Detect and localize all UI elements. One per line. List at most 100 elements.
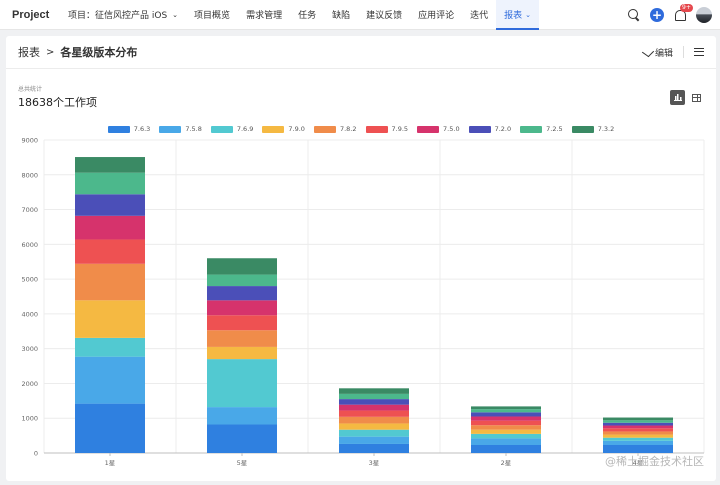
bar-segment[interactable] — [339, 436, 409, 444]
legend-item[interactable]: 7.2.0 — [468, 125, 511, 133]
bar-segment[interactable] — [471, 420, 541, 426]
x-tick-label: 3星 — [369, 459, 380, 467]
bar-segment[interactable] — [339, 416, 409, 424]
bar-segment[interactable] — [207, 424, 277, 453]
bar-segment[interactable] — [603, 437, 673, 441]
bar-segment[interactable] — [75, 157, 145, 173]
nav-item-0[interactable]: 项目概览 — [186, 0, 238, 30]
avatar[interactable] — [696, 7, 712, 23]
bar-segment[interactable] — [471, 409, 541, 413]
nav-item-label: 需求管理 — [246, 11, 283, 21]
legend-swatch — [210, 125, 233, 133]
edit-button[interactable]: 编辑 — [641, 46, 673, 59]
bar-segment[interactable] — [603, 425, 673, 429]
legend-label: 7.9.5 — [391, 125, 409, 133]
legend-item[interactable]: 7.6.3 — [107, 125, 150, 133]
bar-segment[interactable] — [603, 422, 673, 426]
bar-segment[interactable] — [207, 274, 277, 287]
legend-label: 7.6.9 — [236, 125, 254, 133]
bar-segment[interactable] — [207, 330, 277, 347]
bar-segment[interactable] — [339, 443, 409, 453]
bar-segment[interactable] — [471, 416, 541, 421]
bar-segment[interactable] — [339, 399, 409, 405]
search-icon[interactable] — [628, 9, 640, 21]
legend-item[interactable]: 7.6.9 — [210, 125, 254, 133]
bar-segment[interactable] — [339, 410, 409, 417]
list-icon[interactable] — [694, 48, 704, 56]
nav-item-label: 建议反馈 — [366, 11, 403, 21]
bar-segment[interactable] — [75, 215, 145, 240]
bar-segment[interactable] — [471, 433, 541, 439]
project-selector[interactable]: 项目：征信风控产品 iOS ⌄ — [60, 0, 186, 30]
legend-item[interactable]: 7.5.8 — [159, 125, 202, 133]
bar-segment[interactable] — [339, 388, 409, 394]
legend-label: 7.2.5 — [546, 125, 563, 133]
bar-segment[interactable] — [75, 263, 145, 301]
legend-item[interactable]: 7.9.0 — [262, 125, 305, 133]
bar-segment[interactable] — [471, 425, 541, 430]
y-tick-label: 7000 — [21, 206, 38, 214]
legend-swatch — [365, 125, 388, 133]
bar-segment[interactable] — [339, 423, 409, 430]
chart-view-button[interactable] — [670, 90, 685, 105]
nav-item-5[interactable]: 应用评论 — [410, 0, 462, 30]
bar-segment[interactable] — [339, 429, 409, 437]
bar-segment[interactable] — [75, 337, 145, 357]
bar-segment[interactable] — [339, 404, 409, 411]
bar-segment[interactable] — [207, 359, 277, 408]
bar-segment[interactable] — [207, 258, 277, 275]
stats-label: 总共统计 — [18, 86, 43, 93]
legend-item[interactable]: 7.3.2 — [571, 125, 615, 133]
y-tick-label: 1000 — [21, 415, 38, 423]
bar-segment[interactable] — [75, 172, 145, 195]
bar-segment[interactable] — [471, 429, 541, 434]
bar-segment[interactable] — [471, 438, 541, 446]
legend-item[interactable]: 7.2.5 — [520, 125, 563, 133]
brand-logo[interactable]: Project — [12, 8, 50, 21]
nav-item-label: 应用评论 — [418, 11, 455, 21]
legend-label: 7.3.2 — [597, 125, 615, 133]
legend-item[interactable]: 7.8.2 — [313, 125, 357, 133]
nav-item-label: 迭代 — [470, 11, 489, 21]
bar-segment[interactable] — [339, 393, 409, 400]
nav-item-1[interactable]: 需求管理 — [238, 0, 290, 30]
legend-swatch — [417, 125, 440, 133]
chevron-down-icon: ⌄ — [172, 10, 179, 19]
bar-segment[interactable] — [75, 356, 145, 404]
bar-segment[interactable] — [603, 440, 673, 446]
bar-segment[interactable] — [603, 417, 673, 421]
bar-segment[interactable] — [207, 407, 277, 425]
bar-segment[interactable] — [603, 434, 673, 438]
bar-segment[interactable] — [75, 403, 145, 453]
table-view-button[interactable] — [689, 90, 704, 105]
bar-segment[interactable] — [603, 445, 673, 453]
x-tick-label: 5星 — [237, 459, 248, 467]
bar-segment[interactable] — [603, 431, 673, 435]
plus-icon[interactable]: + — [650, 8, 664, 22]
bar-segment[interactable] — [471, 412, 541, 417]
bell-icon[interactable]: 9+ — [674, 3, 693, 22]
nav-item-label: 任务 — [298, 11, 317, 21]
bar-segment[interactable] — [207, 286, 277, 301]
bar-segment[interactable] — [75, 194, 145, 216]
nav-item-6[interactable]: 迭代 — [462, 0, 496, 30]
bar-segment[interactable] — [471, 445, 541, 453]
bar-segment[interactable] — [207, 300, 277, 316]
nav-item-4[interactable]: 建议反馈 — [358, 0, 410, 30]
header-actions: 编辑 — [641, 46, 704, 59]
nav-item-3[interactable]: 缺陷 — [324, 0, 358, 30]
bar-segment[interactable] — [471, 406, 541, 410]
legend-swatch — [571, 125, 594, 133]
nav-item-2[interactable]: 任务 — [290, 0, 324, 30]
bar-segment[interactable] — [75, 300, 145, 338]
legend-item[interactable]: 7.9.5 — [365, 125, 409, 133]
bar-segment[interactable] — [75, 239, 145, 264]
bar-segment[interactable] — [207, 346, 277, 360]
bar-segment[interactable] — [603, 420, 673, 423]
nav-item-7[interactable]: 报表 ⌄ — [496, 0, 540, 30]
view-toggle — [670, 90, 704, 105]
breadcrumb-root[interactable]: 报表 — [18, 46, 40, 59]
bar-segment[interactable] — [207, 315, 277, 331]
bar-segment[interactable] — [603, 428, 673, 432]
legend-item[interactable]: 7.5.0 — [417, 125, 460, 133]
